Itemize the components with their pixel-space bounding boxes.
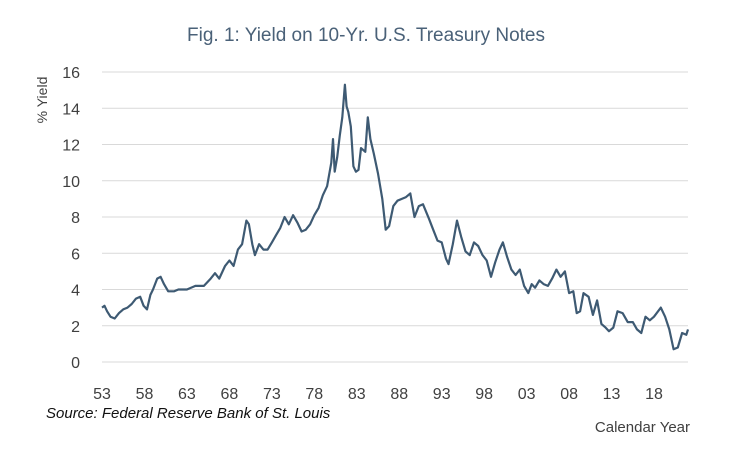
x-tick-label: 53 <box>93 386 111 403</box>
x-tick-label: 03 <box>518 386 536 403</box>
y-tick-label: 12 <box>62 138 80 155</box>
x-tick-label: 73 <box>263 386 281 403</box>
source-note: Source: Federal Reserve Bank of St. Loui… <box>46 405 331 422</box>
y-tick-label: 2 <box>71 319 80 336</box>
x-tick-label: 88 <box>390 386 408 403</box>
yield-series-line <box>101 83 690 351</box>
x-tick-label: 68 <box>220 386 238 403</box>
x-tick-label: 93 <box>433 386 451 403</box>
x-tick-label: 58 <box>136 386 154 403</box>
x-axis-ticks: 53 58 63 68 73 78 83 88 93 98 03 08 13 18 <box>93 386 663 403</box>
y-axis-label: % Yield <box>34 77 50 124</box>
x-tick-label: 63 <box>178 386 196 403</box>
y-tick-label: 10 <box>62 174 80 191</box>
x-axis-label: Calendar Year <box>595 419 690 436</box>
y-tick-label: 14 <box>62 101 80 118</box>
y-axis-ticks: 0 2 4 6 8 10 12 14 16 <box>62 65 80 372</box>
y-tick-label: 6 <box>71 246 80 263</box>
y-tick-label: 16 <box>62 65 80 82</box>
x-tick-label: 78 <box>305 386 323 403</box>
x-tick-label: 18 <box>645 386 663 403</box>
y-tick-label: 8 <box>71 210 80 227</box>
x-tick-label: 08 <box>560 386 578 403</box>
y-tick-label: 0 <box>71 355 80 372</box>
chart-title: Fig. 1: Yield on 10-Yr. U.S. Treasury No… <box>187 25 545 46</box>
x-tick-label: 98 <box>475 386 493 403</box>
x-tick-label: 13 <box>603 386 621 403</box>
gridlines <box>102 71 688 363</box>
x-tick-label: 83 <box>348 386 366 403</box>
y-tick-label: 4 <box>71 283 80 300</box>
